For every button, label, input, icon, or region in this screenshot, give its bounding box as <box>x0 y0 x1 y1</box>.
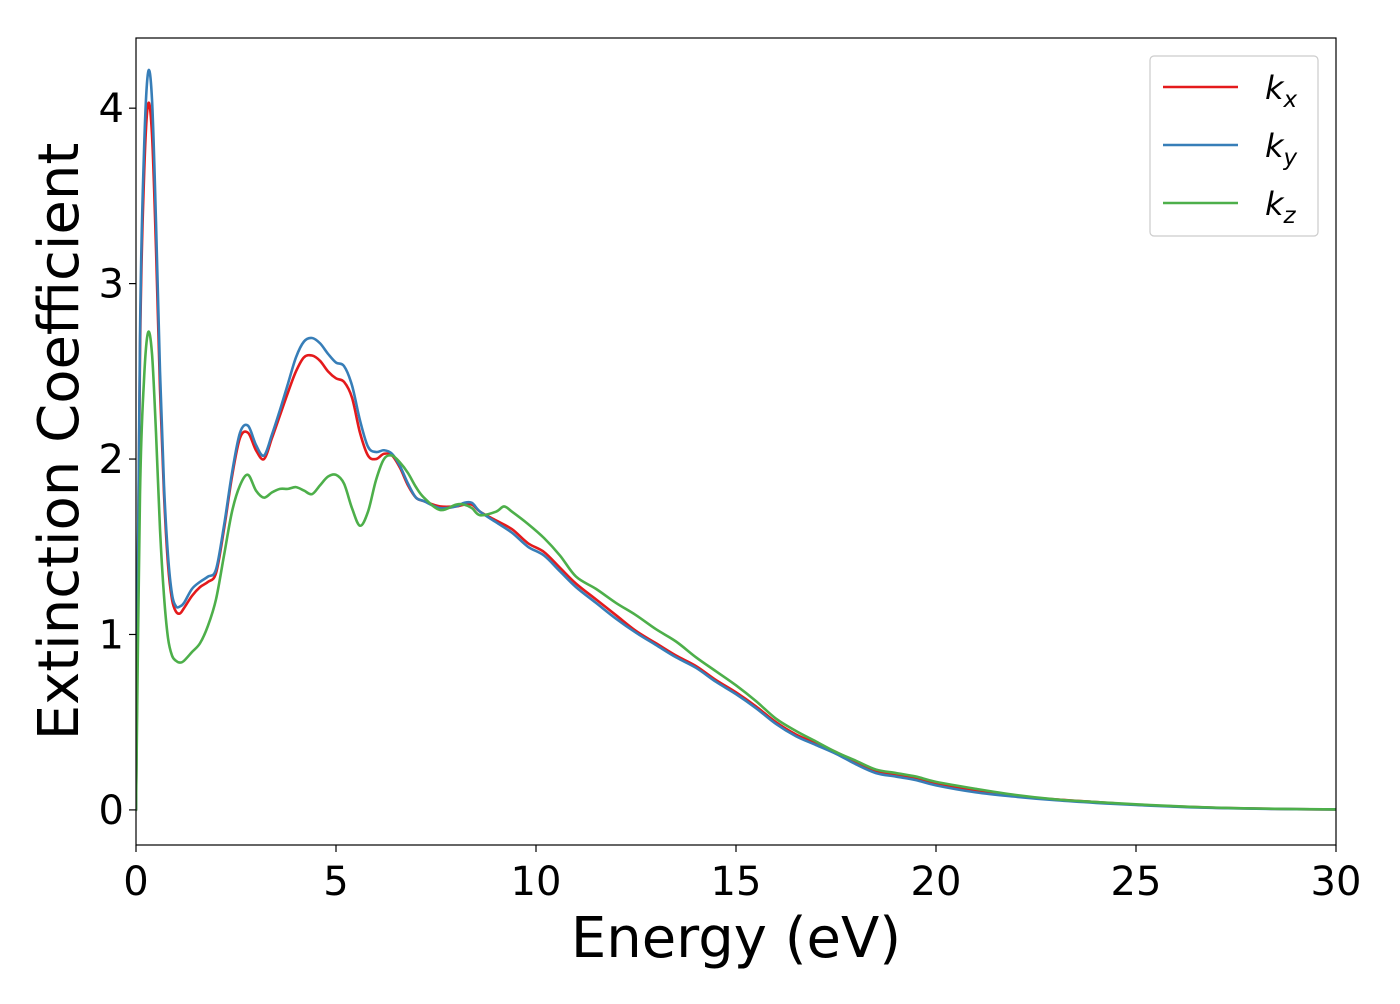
x-tick-label: 5 <box>323 859 348 905</box>
y-axis-label: Extinction Coefficient <box>27 143 92 741</box>
legend: kx ky kz <box>1149 55 1319 237</box>
y-tick-label: 0 <box>99 788 124 834</box>
x-tick-label: 15 <box>711 859 762 905</box>
x-tick-label: 30 <box>1311 859 1362 905</box>
series-layer <box>136 68 1336 812</box>
legend-item-z: kz <box>1163 185 1297 229</box>
legend-label: ky <box>1265 127 1298 171</box>
x-axis-label: Energy (eV) <box>571 906 901 971</box>
y-tick-label: 1 <box>99 612 124 658</box>
legend-label: kz <box>1265 185 1297 229</box>
y-tick-label: 4 <box>99 86 124 132</box>
x-tick-label: 0 <box>123 859 148 905</box>
x-tick-label: 25 <box>1111 859 1162 905</box>
y-tick-label: 3 <box>99 262 124 308</box>
x-axis-ticks: 0 5 10 15 20 25 30 <box>123 845 1361 905</box>
legend-item-y: ky <box>1163 127 1298 171</box>
y-tick-label: 2 <box>99 437 124 483</box>
x-tick-label: 20 <box>911 859 962 905</box>
legend-item-x: kx <box>1163 69 1298 113</box>
x-tick-label: 10 <box>511 859 562 905</box>
y-axis-ticks: 0 1 2 3 4 <box>99 86 136 834</box>
legend-label: kx <box>1265 69 1298 113</box>
legend-items: kx ky kz <box>1163 69 1298 229</box>
series-line-z <box>136 330 1336 812</box>
series-line-y <box>136 68 1336 812</box>
